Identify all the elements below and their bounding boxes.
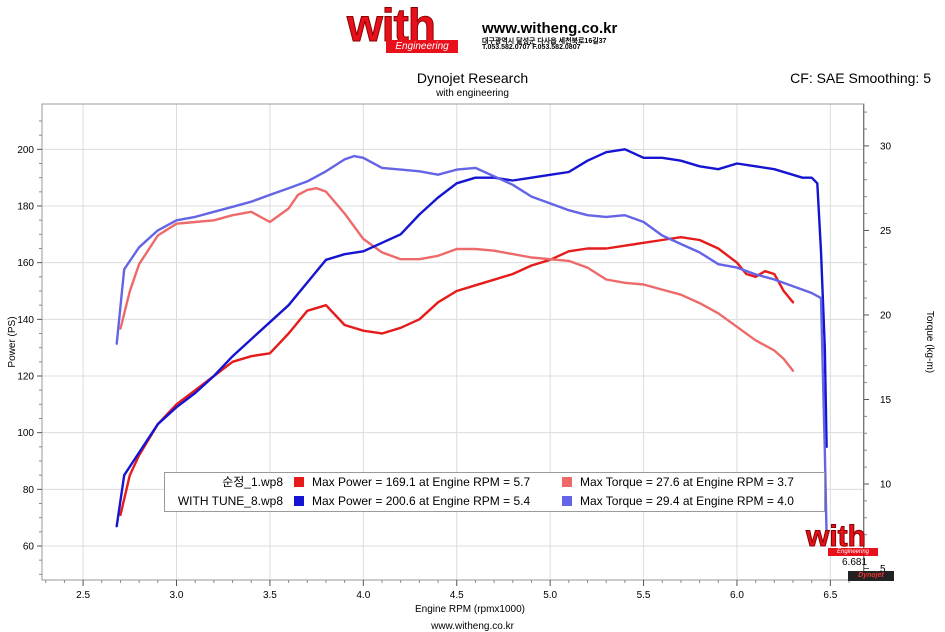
legend-swatch-stock-power <box>294 477 304 487</box>
y-axis-power: 60 80 100 120 140 160 180 200 <box>17 120 42 575</box>
x-tick-label: 3.0 <box>170 590 184 601</box>
legend-swatch-stock-torque <box>562 477 572 487</box>
legend: 순정_1.wp8 Max Power = 169.1 at Engine RPM… <box>164 472 825 512</box>
x-tick-label: 3.5 <box>263 590 277 601</box>
x-tick-label: 5.0 <box>543 590 557 601</box>
x-tick-label: 4.0 <box>356 590 370 601</box>
x-tick-label: 6.5 <box>823 590 837 601</box>
series-tune-torque <box>115 154 828 536</box>
y-tick-label: 60 <box>23 542 35 553</box>
series-stock-torque <box>119 186 795 372</box>
chart-title: Dynojet Research <box>416 70 529 86</box>
y2-tick-label: 20 <box>880 310 892 321</box>
legend-row-tune: WITH TUNE_8.wp8 Max Power = 200.6 at Eng… <box>165 492 824 511</box>
cursor-readout: 6.681 <box>842 557 868 568</box>
x-tick-label: 4.5 <box>450 590 464 601</box>
x-tick-label: 2.5 <box>76 590 90 601</box>
legend-swatch-tune-power <box>294 496 304 506</box>
y2-tick-label: 10 <box>880 479 892 490</box>
watermark-logo-subtext: Engineering <box>828 548 878 556</box>
chart-subtitle: with engineering <box>436 88 509 99</box>
with-logo-subtext: Engineering <box>386 40 458 53</box>
legend-run-name: WITH TUNE_8.wp8 <box>177 494 283 508</box>
with-logo-text: with <box>347 0 437 51</box>
x-axis-label: Engine RPM (rpmx1000) <box>415 604 525 615</box>
legend-max-torque: Max Torque = 27.6 at Engine RPM = 3.7 <box>580 475 794 489</box>
y2-tick-label: 5 <box>880 564 886 575</box>
x-axis-rpm: 2.5 3.0 3.5 4.0 4.5 5.0 5.5 6.0 6.5 <box>45 580 850 601</box>
y-tick-label: 140 <box>17 315 34 326</box>
series-layer <box>115 148 828 536</box>
x-tick-label: 6.0 <box>730 590 744 601</box>
y-tick-label: 120 <box>17 372 34 383</box>
y-tick-label: 180 <box>17 202 34 213</box>
watermark-logo-text: with <box>806 520 867 553</box>
y-axis-label-power: Power (PS) <box>7 316 18 367</box>
legend-row-stock: 순정_1.wp8 Max Power = 169.1 at Engine RPM… <box>165 473 824 492</box>
y-tick-label: 160 <box>17 258 34 269</box>
legend-max-torque: Max Torque = 29.4 at Engine RPM = 4.0 <box>580 494 794 508</box>
y2-tick-label: 25 <box>880 226 892 237</box>
y-tick-label: 80 <box>23 485 35 496</box>
header-address: 대구광역시 달성군 다사읍 세천북로16길37 <box>482 38 607 45</box>
y-axis-torque: 5 10 15 20 25 30 <box>864 111 892 575</box>
dynojet-mark: Dynojet <box>848 571 894 581</box>
legend-max-power: Max Power = 169.1 at Engine RPM = 5.7 <box>312 475 531 489</box>
header-phone: T.053.582.0707 F.053.582.0807 <box>482 44 581 51</box>
correction-factor-label: CF: SAE Smoothing: 5 <box>790 70 931 86</box>
x-tick-label: 5.5 <box>637 590 651 601</box>
footer-url: www.witheng.co.kr <box>431 621 514 632</box>
series-tune-power <box>115 148 828 528</box>
y-tick-label: 200 <box>17 145 34 156</box>
y-tick-label: 100 <box>17 428 34 439</box>
legend-max-power: Max Power = 200.6 at Engine RPM = 5.4 <box>312 494 531 508</box>
y2-tick-label: 30 <box>880 141 892 152</box>
legend-swatch-tune-torque <box>562 496 572 506</box>
series-stock-power <box>119 235 795 516</box>
header-url: www.witheng.co.kr <box>482 20 618 37</box>
plot-frame <box>41 103 865 581</box>
y2-tick-label: 15 <box>880 395 892 406</box>
y-axis-label-torque: Torque (kg-m) <box>924 311 935 373</box>
legend-run-name: 순정_1.wp8 <box>222 475 283 489</box>
